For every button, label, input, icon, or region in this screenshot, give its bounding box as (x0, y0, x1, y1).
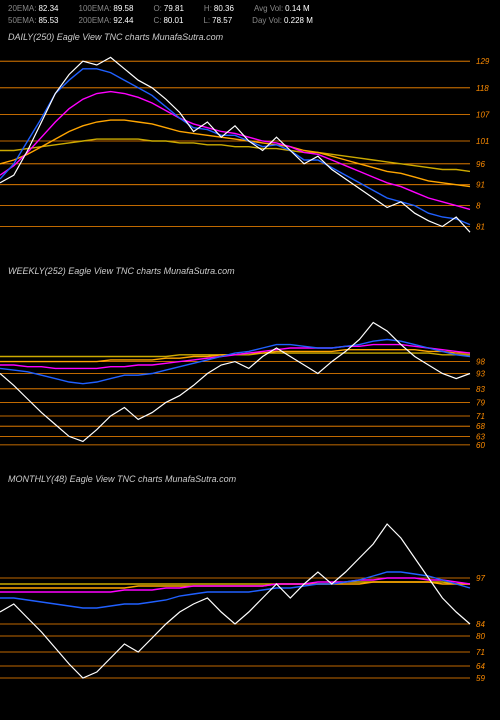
price-line (0, 524, 470, 678)
y-axis-label: 64 (476, 662, 485, 671)
y-axis-label: 71 (476, 412, 485, 421)
y-axis-label: 118 (476, 84, 489, 93)
y-axis-label: 101 (476, 137, 489, 146)
header-stats-row1: 20EMA:82.34 100EMA:89.58 O:79.81 H:80.36 Avg… (8, 4, 310, 13)
stat-value: 89.58 (113, 4, 133, 13)
stat-item: H:80.36 (204, 4, 234, 13)
y-axis-label: 96 (476, 160, 485, 169)
y-axis-label: 60 (476, 441, 485, 450)
stat-value: 78.57 (212, 16, 232, 25)
y-axis-label: 129 (476, 57, 490, 66)
chart-panel: 97 84 80 71 64 59 (0, 488, 500, 688)
ema50-line (0, 578, 470, 592)
stat-value: 0.228 M (284, 16, 313, 25)
stat-item: 200EMA:92.44 (79, 16, 134, 25)
y-axis-label: 81 (476, 223, 485, 232)
stat-label: Avg Vol: (254, 4, 283, 13)
stat-item: Day Vol:0.228 M (252, 16, 313, 25)
stat-label: 200EMA: (79, 16, 112, 25)
y-axis-label: 59 (476, 674, 485, 683)
stat-value: 85.53 (38, 16, 58, 25)
stat-label: H: (204, 4, 212, 13)
stat-item: 20EMA:82.34 (8, 4, 59, 13)
stat-item: C:80.01 (153, 16, 183, 25)
ema100-line (0, 120, 470, 187)
stat-label: L: (203, 16, 210, 25)
stat-value: 79.81 (164, 4, 184, 13)
chart-svg: 129 118 107 101 96 91 8 81 (0, 46, 500, 236)
stat-value: 0.14 M (285, 4, 309, 13)
stat-item: L:78.57 (203, 16, 232, 25)
stat-label: O: (153, 4, 161, 13)
y-axis-label: 8 (476, 202, 481, 211)
panel-title: WEEKLY(252) Eagle View TNC charts Munafa… (8, 266, 235, 276)
y-axis-label: 68 (476, 422, 485, 431)
y-axis-label: 83 (476, 385, 485, 394)
panel-title: DAILY(250) Eagle View TNC charts MunafaS… (8, 32, 223, 42)
ema100-line (0, 350, 470, 362)
ema100-line (0, 582, 470, 588)
y-axis-label: 71 (476, 648, 485, 657)
header-stats-row2: 50EMA:85.53 200EMA:92.44 C:80.01 L:78.57 Day… (8, 16, 313, 25)
y-axis-label: 97 (476, 574, 485, 583)
stat-value: 92.44 (113, 16, 133, 25)
chart-panel: 129 118 107 101 96 91 8 81 (0, 46, 500, 236)
stat-label: Day Vol: (252, 16, 282, 25)
panel-title: MONTHLY(48) Eagle View TNC charts Munafa… (8, 474, 236, 484)
stat-label: 20EMA: (8, 4, 36, 13)
stat-item: Avg Vol:0.14 M (254, 4, 310, 13)
y-axis-label: 80 (476, 632, 485, 641)
y-axis-label: 107 (476, 110, 490, 119)
y-axis-label: 91 (476, 181, 485, 190)
ema200-line (0, 139, 470, 171)
stat-label: 100EMA: (79, 4, 112, 13)
stat-item: 50EMA:85.53 (8, 16, 59, 25)
stat-value: 82.34 (38, 4, 58, 13)
stat-item: O:79.81 (153, 4, 183, 13)
stat-item: 100EMA:89.58 (79, 4, 134, 13)
chart-panel: 9893837971686360 (0, 280, 500, 450)
chart-svg: 97 84 80 71 64 59 (0, 488, 500, 688)
ema50-line (0, 92, 470, 210)
stat-label: 50EMA: (8, 16, 36, 25)
y-axis-label: 79 (476, 398, 485, 407)
y-axis-label: 93 (476, 370, 485, 379)
y-axis-label: 98 (476, 358, 485, 367)
chart-svg: 9893837971686360 (0, 280, 500, 450)
y-axis-label: 84 (476, 620, 485, 629)
stat-label: C: (153, 16, 161, 25)
stat-value: 80.01 (163, 16, 183, 25)
stat-value: 80.36 (214, 4, 234, 13)
